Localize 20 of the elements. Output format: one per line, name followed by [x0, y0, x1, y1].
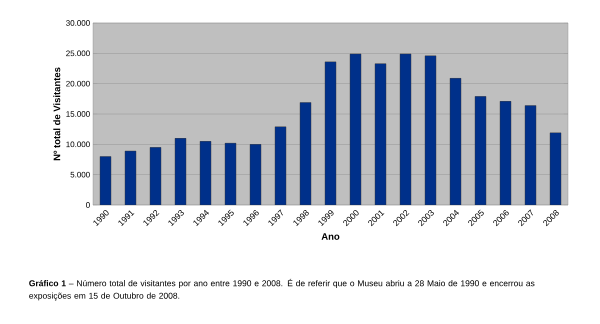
bar	[250, 144, 262, 205]
bar	[374, 63, 386, 205]
bar	[174, 138, 186, 205]
bar	[524, 105, 536, 205]
bar	[200, 141, 212, 205]
bar	[424, 56, 436, 205]
bar	[300, 102, 312, 205]
x-axis-title: Ano	[322, 233, 340, 240]
bar	[450, 78, 462, 205]
y-axis-title: Nº total de Visitantes	[53, 68, 60, 160]
text: Gráfico 1 – Número total de visitantes por ano entre 1990 e 2008. É de referir que o Museu abriu a 28 Maio de 1990 e encerrou as exposições em 15 de Outubro de 2008.	[29, 278, 534, 300]
bar	[274, 126, 286, 205]
bar	[550, 132, 562, 205]
bar	[500, 101, 512, 205]
bar	[150, 147, 162, 205]
bar	[324, 62, 336, 205]
bar	[400, 54, 412, 205]
bar	[474, 96, 486, 205]
bar	[224, 142, 236, 205]
bar	[350, 54, 362, 205]
